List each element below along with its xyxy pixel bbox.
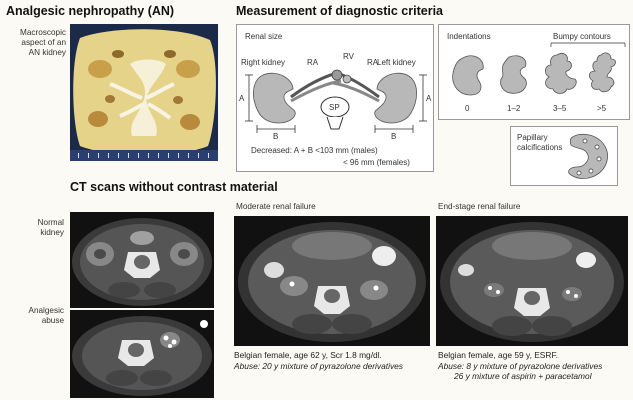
papillary-kidney-shape — [568, 133, 608, 179]
moderate-caption: Belgian female, age 62 y, Scr 1.8 mg/dl.… — [234, 350, 403, 371]
normal-line-2: kidney — [40, 228, 64, 237]
macroscopic-line-1: Macroscopic — [20, 28, 66, 37]
right-kidney-shape — [253, 72, 296, 124]
ct-analgesic-abuse — [70, 310, 214, 398]
a-right-label: A — [426, 94, 432, 103]
ct-endstage-renal-failure — [436, 216, 628, 346]
papillary-line-1: Papillary — [517, 133, 548, 142]
endstage-caption: Belgian female, age 59 y, ESRF. Abuse: 8… — [438, 350, 602, 382]
kidney-contour-1-2 — [500, 55, 527, 94]
kidney-contour-0 — [452, 55, 484, 96]
contours-box: Indentations Bumpy contours 0 1–2 3–5 >5 — [438, 24, 630, 120]
rv-label: RV — [343, 52, 355, 61]
endstage-caption-line-1: Belgian female, age 59 y, ESRF. — [438, 350, 558, 360]
sp-label: SP — [329, 103, 340, 112]
left-kidney-label: Left kidney — [377, 58, 416, 67]
moderate-caption-line-2: Abuse: 20 y mixture of pyrazolone deriva… — [234, 360, 403, 371]
ra-right-label: RA — [367, 58, 379, 67]
measurement-title: Measurement of diagnostic criteria — [236, 4, 444, 18]
ra-left-label: RA — [307, 58, 319, 67]
count-3-5: 3–5 — [553, 104, 567, 113]
renal-size-box: Renal size Right kidney Left kidney RA R… — [236, 24, 434, 172]
abuse-line-1: Analgesic — [28, 306, 64, 315]
count-gt5: >5 — [597, 104, 607, 113]
moderate-title: Moderate renal failure — [236, 202, 316, 211]
endstage-caption-line-3: 26 y mixture of aspirin + paracetamol — [454, 371, 592, 381]
ct-normal-kidney — [70, 212, 214, 308]
ct-title: CT scans without contrast material — [70, 180, 278, 194]
b-left-label: B — [273, 132, 278, 141]
left-kidney-shape — [374, 72, 417, 124]
analgesic-abuse-label: Analgesic abuse — [4, 306, 64, 326]
endstage-caption-line-2: Abuse: 8 y mixture of pyrazolone derivat… — [438, 360, 603, 371]
b-right-label: B — [391, 132, 396, 141]
ct-moderate-renal-failure — [234, 216, 430, 346]
macroscopic-line-2: aspect of an — [21, 38, 66, 47]
decreased-line-2: < 96 mm (females) — [343, 158, 410, 167]
bumpy-contours-label: Bumpy contours — [553, 32, 611, 41]
moderate-caption-line-1: Belgian female, age 62 y, Scr 1.8 mg/dl. — [234, 350, 382, 360]
decreased-line-1: Decreased: A + B <103 mm (males) — [251, 146, 378, 155]
renal-size-title: Renal size — [245, 32, 283, 41]
normal-line-1: Normal — [37, 218, 64, 227]
abuse-line-2: abuse — [41, 316, 64, 325]
kidney-contour-gt5 — [589, 52, 616, 93]
endstage-title: End-stage renal failure — [438, 202, 521, 211]
macroscopic-label: Macroscopic aspect of an AN kidney — [4, 28, 66, 58]
papillary-line-2: calcifications — [517, 143, 562, 152]
papillary-box: Papillary calcifications — [510, 126, 618, 186]
right-kidney-label: Right kidney — [241, 58, 285, 67]
normal-kidney-label: Normal kidney — [4, 218, 64, 238]
count-0: 0 — [465, 104, 470, 113]
indentations-label: Indentations — [447, 32, 491, 41]
main-title: Analgesic nephropathy (AN) — [6, 4, 175, 18]
kidney-contour-3-5 — [545, 53, 577, 94]
a-left-label: A — [239, 94, 245, 103]
count-1-2: 1–2 — [507, 104, 521, 113]
macroscopic-line-3: AN kidney — [28, 48, 66, 57]
kidney-specimen-photo — [70, 24, 218, 161]
